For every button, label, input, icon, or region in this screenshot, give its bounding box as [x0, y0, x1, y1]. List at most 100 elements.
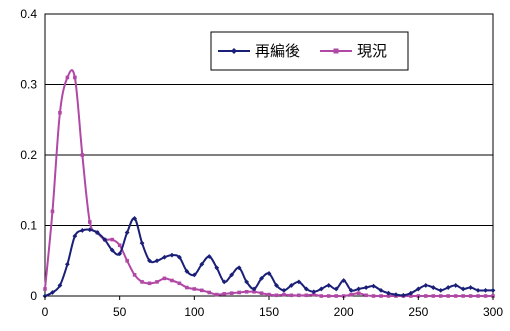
data-point	[303, 286, 309, 292]
data-point	[348, 287, 354, 293]
data-point	[386, 290, 391, 296]
data-point	[117, 251, 123, 257]
legend-label-saihengo: 再編後	[255, 42, 300, 60]
data-point	[221, 279, 227, 285]
data-point	[57, 283, 63, 288]
data-point	[333, 286, 339, 292]
x-tick-label: 0	[42, 305, 49, 319]
data-point	[214, 265, 220, 271]
data-point	[185, 285, 189, 290]
data-point	[110, 237, 114, 242]
data-point	[132, 216, 137, 221]
data-point	[483, 294, 488, 298]
legend-marker-saihengo	[231, 48, 237, 54]
data-point	[468, 285, 473, 290]
data-point	[490, 287, 496, 293]
data-point	[393, 292, 399, 297]
data-point	[296, 279, 302, 285]
data-point	[191, 272, 197, 278]
data-point	[311, 289, 317, 295]
data-point	[237, 290, 241, 295]
data-point	[50, 290, 55, 295]
x-tick-label: 200	[334, 305, 354, 319]
data-point	[192, 287, 197, 291]
data-point	[476, 294, 480, 298]
data-point	[132, 273, 137, 277]
data-point	[169, 252, 175, 258]
data-point	[266, 271, 272, 276]
data-point	[386, 294, 391, 298]
data-point	[289, 293, 294, 298]
data-point	[43, 287, 47, 291]
data-point	[117, 243, 122, 248]
data-point	[274, 293, 279, 298]
data-point	[252, 289, 256, 294]
data-point	[289, 283, 294, 288]
data-point	[147, 281, 152, 286]
data-point	[453, 294, 458, 298]
data-point	[319, 294, 324, 298]
data-point	[139, 240, 145, 246]
data-point	[124, 230, 130, 235]
legend: 再編後 現況	[210, 31, 409, 71]
data-point	[378, 287, 384, 293]
data-point	[460, 286, 466, 292]
data-point	[140, 280, 144, 284]
data-point	[88, 220, 92, 224]
data-point	[363, 285, 369, 290]
y-tick-label: 0.2	[20, 148, 37, 162]
data-point	[461, 294, 465, 298]
data-point	[424, 294, 428, 298]
data-point	[326, 283, 332, 288]
data-point	[304, 293, 309, 298]
data-point	[229, 291, 234, 295]
data-point	[334, 294, 338, 298]
data-point	[58, 110, 62, 115]
data-point	[214, 292, 219, 297]
data-point	[341, 278, 347, 283]
data-point	[438, 294, 443, 298]
data-point	[200, 288, 204, 293]
data-point	[50, 209, 55, 214]
data-point	[94, 230, 100, 235]
data-point	[72, 233, 78, 239]
data-point	[430, 285, 436, 290]
data-point	[229, 272, 235, 278]
data-point	[415, 286, 421, 292]
data-point	[281, 287, 287, 293]
data-point	[79, 228, 85, 233]
y-tick-label: 0.3	[20, 78, 37, 92]
x-tick-label: 250	[408, 305, 428, 319]
x-tick-label: 100	[184, 305, 204, 319]
data-point	[236, 265, 242, 271]
series-line	[44, 69, 493, 298]
data-point	[453, 283, 459, 288]
data-point	[409, 294, 413, 298]
data-point	[259, 291, 264, 295]
data-point	[379, 294, 383, 298]
data-point	[65, 261, 70, 267]
data-point	[154, 258, 160, 264]
data-point	[312, 292, 316, 297]
data-point	[155, 280, 159, 284]
data-point	[349, 292, 353, 297]
data-point	[177, 254, 182, 260]
data-point	[364, 293, 368, 298]
data-point	[445, 285, 451, 290]
y-tick-label: 0.4	[20, 7, 37, 21]
data-point	[371, 283, 376, 289]
data-point	[177, 281, 182, 286]
data-point	[431, 294, 436, 298]
data-point	[356, 286, 361, 292]
data-point	[206, 254, 212, 259]
data-point	[170, 278, 174, 283]
grid-lines	[45, 84, 493, 226]
data-point	[483, 287, 488, 293]
data-point	[184, 268, 190, 274]
legend-label-genkyo: 現況	[357, 42, 387, 60]
legend-marker-genkyo	[333, 48, 339, 54]
data-point	[244, 279, 249, 285]
x-tick-label: 50	[113, 305, 127, 319]
x-tick-label: 300	[483, 305, 503, 319]
